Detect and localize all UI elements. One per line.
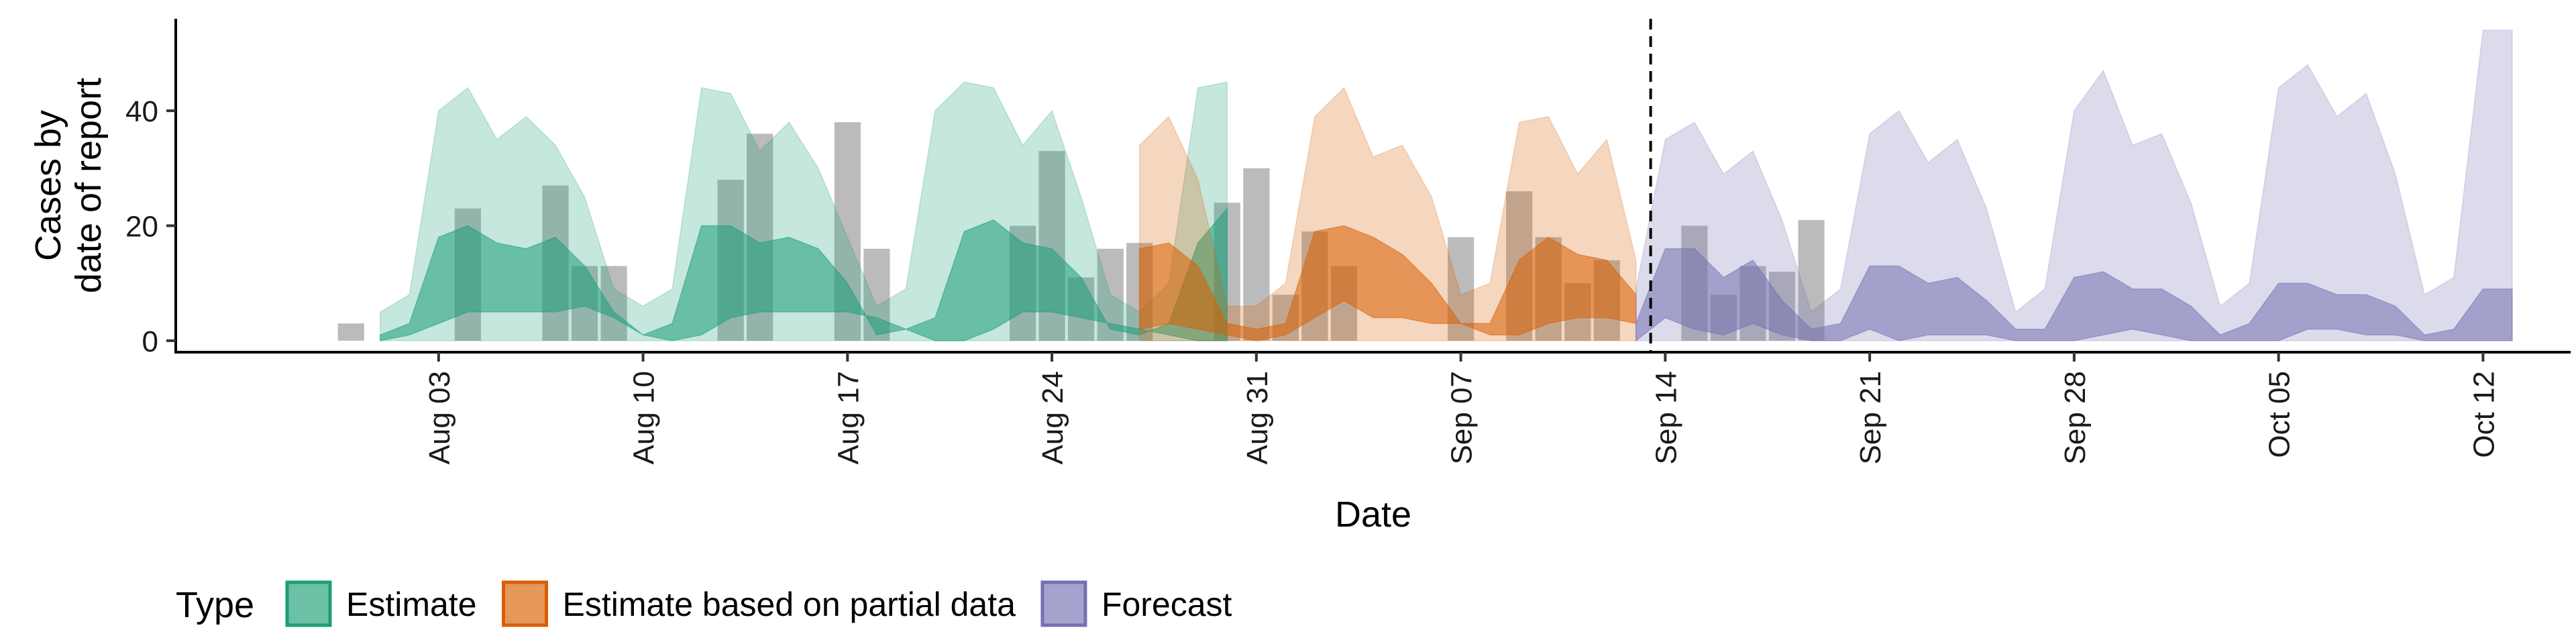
ribbon-50-0 xyxy=(380,207,1228,341)
axes xyxy=(174,19,2571,354)
legend-title: Type xyxy=(176,585,254,625)
x-axis-title: Date xyxy=(1335,494,1411,535)
ribbon-50-2 xyxy=(1635,248,2513,342)
legend-key-1 xyxy=(502,580,549,627)
x-tick-label: Sep 21 xyxy=(1854,371,1887,464)
legend: Type Estimate Estimate based on partial d… xyxy=(176,580,1232,627)
x-tick-label: Aug 31 xyxy=(1241,371,1274,464)
ribbons xyxy=(380,30,2513,342)
legend-label-2: Forecast xyxy=(1102,586,1232,623)
x-tick-label: Aug 03 xyxy=(423,371,456,464)
x-tick-label: Sep 28 xyxy=(2059,371,2092,464)
legend-key-2 xyxy=(1040,580,1087,627)
y-axis-title-line-2: date of report xyxy=(68,78,109,293)
y-tick-label: 20 xyxy=(125,210,158,243)
x-ticks: Aug 03 Aug 10 Aug 17 Aug 24 Aug 31 Sep 07 Sep … xyxy=(423,352,2500,464)
x-tick-label: Aug 24 xyxy=(1036,371,1069,464)
observed-bar xyxy=(1798,219,1825,341)
legend-label-1: Estimate based on partial data xyxy=(563,586,1016,623)
y-tick-label: 40 xyxy=(125,95,158,128)
x-tick-label: Sep 14 xyxy=(1650,371,1682,464)
observed-bar xyxy=(337,323,364,341)
x-tick-label: Aug 17 xyxy=(832,371,865,464)
y-axis-title-line-1: Cases by xyxy=(28,110,68,261)
x-tick-label: Aug 10 xyxy=(628,371,661,464)
y-tick-label: 0 xyxy=(142,325,158,358)
x-tick-label: Oct 12 xyxy=(2467,371,2500,458)
x-tick-label: Oct 05 xyxy=(2263,371,2296,458)
observed-bar xyxy=(1243,168,1270,341)
y-ticks: 0 20 40 xyxy=(125,95,176,358)
x-tick-label: Sep 07 xyxy=(1446,371,1479,464)
legend-key-0 xyxy=(285,580,332,627)
legend-label-0: Estimate xyxy=(346,586,477,623)
